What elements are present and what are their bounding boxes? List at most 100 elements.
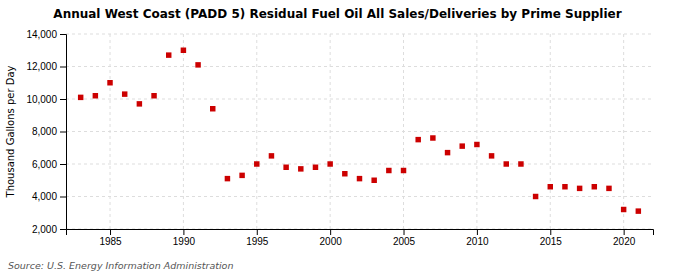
tick: 4,000: [32, 191, 66, 202]
source: Source: U.S. Energy Information Administ…: [8, 260, 233, 271]
tick-label: 10,000: [26, 94, 57, 105]
tick: 6,000: [32, 159, 66, 170]
axis-line: [67, 230, 654, 236]
point: [122, 91, 127, 96]
point: [430, 135, 435, 140]
point: [548, 184, 553, 189]
tick: 2005: [393, 229, 416, 247]
grid-line-y: [66, 196, 653, 197]
point: [151, 93, 156, 98]
point: [298, 166, 303, 171]
points: [78, 48, 641, 214]
x-axis: 1985 1990 1995 2000 2005 2010 2015 2020: [67, 229, 654, 247]
tick-label: 2005: [393, 236, 416, 247]
tick: 1995: [246, 229, 269, 247]
tick-label: 2015: [540, 236, 563, 247]
point: [489, 153, 494, 158]
grid-line-y: [66, 34, 653, 35]
point: [181, 48, 186, 53]
point: [225, 176, 230, 181]
tick-mark: [60, 229, 66, 230]
chart: 1985 1990 1995 2000 2005 2010 2015 2020 2,000 4,0…: [0, 0, 675, 275]
point: [371, 178, 376, 183]
tick-mark: [60, 67, 66, 68]
point: [254, 161, 259, 166]
point: [386, 168, 391, 173]
tick-label: 4,000: [32, 191, 57, 202]
point: [518, 161, 523, 166]
tick: 2010: [466, 229, 489, 247]
tick: 8,000: [32, 126, 66, 137]
tick: 2020: [613, 229, 636, 247]
tick: 1990: [173, 229, 196, 247]
point: [78, 95, 83, 100]
tick-label: 8,000: [32, 126, 57, 137]
point: [504, 161, 509, 166]
point: [592, 184, 597, 189]
tick-label: 2,000: [32, 224, 57, 235]
grid: [66, 34, 653, 229]
point: [415, 137, 420, 142]
point: [636, 208, 641, 213]
grid-line-y: [66, 66, 653, 67]
point: [239, 173, 244, 178]
tick: 10,000: [26, 94, 66, 105]
tick-mark: [183, 229, 184, 235]
tick-label: 2000: [320, 236, 343, 247]
tick: 2015: [540, 229, 563, 247]
tick-mark: [404, 229, 405, 235]
point: [107, 80, 112, 85]
point: [210, 106, 215, 111]
point: [562, 184, 567, 189]
point: [357, 176, 362, 181]
tick-mark: [60, 164, 66, 165]
y-axis-label: Thousand Gallons per Day: [5, 65, 16, 198]
point: [313, 165, 318, 170]
point: [533, 194, 538, 199]
title: Annual West Coast (PADD 5) Residual Fuel…: [53, 7, 621, 21]
tick-mark: [110, 229, 111, 235]
tick-mark: [330, 229, 331, 235]
tick-label: 2010: [466, 236, 489, 247]
point: [93, 93, 98, 98]
tick-label: 12,000: [26, 61, 57, 72]
point: [474, 142, 479, 147]
tick-mark: [257, 229, 258, 235]
point: [342, 171, 347, 176]
point: [283, 165, 288, 170]
point: [269, 153, 274, 158]
tick: 14,000: [26, 29, 66, 40]
tick-mark: [60, 197, 66, 198]
tick-mark: [60, 34, 66, 35]
point: [195, 62, 200, 67]
tick: 2,000: [32, 224, 66, 235]
point: [166, 52, 171, 57]
point: [606, 186, 611, 191]
tick-label: 6,000: [32, 159, 57, 170]
grid-line-x: [256, 34, 257, 229]
tick-mark: [60, 132, 66, 133]
tick-label: 2020: [613, 236, 636, 247]
tick-label: 1990: [173, 236, 196, 247]
tick: 1985: [99, 229, 122, 247]
grid-line-x: [550, 34, 551, 229]
tick-label: 1985: [99, 236, 122, 247]
point: [327, 161, 332, 166]
point: [137, 101, 142, 106]
tick: 12,000: [26, 61, 66, 72]
axis-line: [60, 35, 67, 230]
tick-mark: [60, 99, 66, 100]
point: [445, 150, 450, 155]
grid-line-y: [66, 164, 653, 165]
point: [459, 143, 464, 148]
tick-mark: [550, 229, 551, 235]
point: [401, 168, 406, 173]
grid-line-y: [66, 131, 653, 132]
grid-line-y: [66, 99, 653, 100]
point: [577, 186, 582, 191]
tick-label: 14,000: [26, 29, 57, 40]
tick-mark: [477, 229, 478, 235]
plot-area: 1985 1990 1995 2000 2005 2010 2015 2020 2,000 4,0…: [26, 29, 653, 247]
grid-line-x: [183, 34, 184, 229]
tick: 2000: [320, 229, 343, 247]
